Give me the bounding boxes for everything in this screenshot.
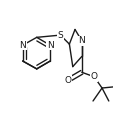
Text: O: O xyxy=(64,76,71,85)
Text: S: S xyxy=(57,31,63,40)
Text: N: N xyxy=(19,41,26,50)
Text: N: N xyxy=(78,36,84,45)
Text: O: O xyxy=(90,72,97,81)
Text: N: N xyxy=(46,41,53,50)
